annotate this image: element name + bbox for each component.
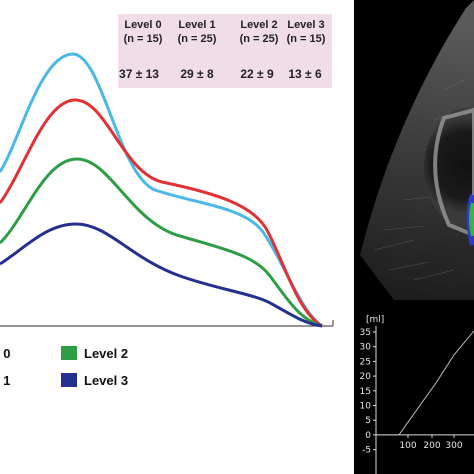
- legend-label-level-3: Level 3: [84, 373, 129, 388]
- inset-y-tick-label: 0: [365, 431, 371, 441]
- segmentation-green: [469, 202, 474, 237]
- inset-y-tick-label: 20: [360, 372, 372, 382]
- summary-table: [118, 14, 332, 88]
- table-value-level-2: 22 ± 9: [240, 67, 274, 81]
- inset-x-tick-label: 300: [445, 441, 462, 451]
- inset-x-tick-label: 200: [423, 441, 440, 451]
- table-value-level-1: 29 ± 8: [180, 67, 214, 81]
- echo-image: [354, 0, 474, 474]
- curve-level-3: [0, 222, 323, 328]
- inset-y-tick-label: 35: [360, 328, 371, 338]
- inset-y-tick-label: 25: [360, 357, 371, 367]
- table-value-level-0: 37 ± 13: [119, 67, 159, 81]
- table-header-level-2: Level 2 (n = 25): [239, 19, 279, 45]
- inset-y-tick-label: 15: [360, 387, 371, 397]
- table-value-level-3: 13 ± 6: [288, 67, 322, 81]
- legend-label-level-1: l 1: [0, 373, 11, 388]
- legend-label-level-2: Level 2: [84, 346, 129, 361]
- inset-volume-trace: [376, 330, 474, 436]
- inset-y-tick-label: -5: [362, 446, 371, 456]
- curve-level-2: [0, 157, 323, 328]
- table-header-level-3: Level 3 (n = 15): [286, 19, 326, 45]
- legend-swatch-level-3: [61, 373, 77, 387]
- inset-x-tick-label: 100: [399, 441, 416, 451]
- flow-curves-chart: [0, 52, 334, 328]
- legend-label-level-0: l 0: [0, 346, 11, 361]
- ultrasound-sector: [360, 0, 474, 300]
- inset-y-tick-label: 5: [365, 416, 371, 426]
- volume-curve-inset: [ml] 35 30 25 20 15 10 5 0 -5 100 200 300: [360, 315, 474, 474]
- inset-y-tick-label: 10: [360, 402, 372, 412]
- legend-swatch-level-2: [61, 346, 77, 360]
- curve-level-1: [0, 98, 323, 328]
- inset-y-unit: [ml]: [366, 315, 384, 325]
- table-header-level-0: Level 0 (n = 15): [123, 19, 163, 45]
- echo-image-panel: [ml] 35 30 25 20 15 10 5 0 -5 100 200 300: [354, 0, 474, 474]
- heart-wall: [433, 107, 474, 238]
- inset-y-tick-label: 30: [360, 343, 372, 353]
- table-header-level-1: Level 1 (n = 25): [177, 19, 217, 45]
- volume-inset-bg: [354, 310, 474, 474]
- curve-level-0: [0, 52, 323, 328]
